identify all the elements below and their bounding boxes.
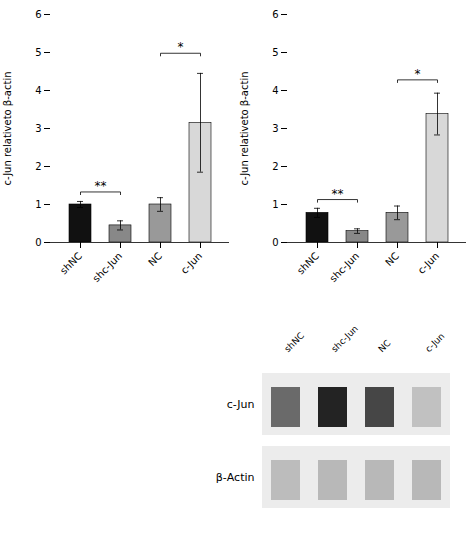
svg-text:3: 3: [272, 123, 278, 134]
svg-text:**: **: [332, 187, 344, 201]
svg-text:*: *: [178, 40, 184, 54]
svg-text:shc-Jun: shc-Jun: [327, 250, 361, 284]
svg-text:shNC: shNC: [282, 330, 306, 354]
svg-text:2: 2: [35, 161, 41, 172]
svg-text:4: 4: [35, 85, 41, 96]
svg-text:c-Jun relativeto β-actin: c-Jun relativeto β-actin: [239, 71, 250, 185]
svg-text:4: 4: [272, 85, 278, 96]
svg-text:shNC: shNC: [295, 250, 321, 276]
svg-text:*: *: [415, 67, 421, 81]
svg-text:2: 2: [272, 161, 278, 172]
svg-text:c-Jun relativeto β-actin: c-Jun relativeto β-actin: [2, 71, 13, 185]
svg-text:6: 6: [272, 9, 278, 20]
svg-text:0: 0: [35, 237, 41, 248]
svg-text:5: 5: [272, 47, 278, 58]
svg-text:shc-Jun: shc-Jun: [90, 250, 124, 284]
svg-text:1: 1: [35, 199, 41, 210]
svg-text:c-Jun: c-Jun: [179, 250, 205, 276]
svg-text:1: 1: [272, 199, 278, 210]
svg-text:NC: NC: [376, 338, 392, 354]
svg-text:c-Jun: c-Jun: [416, 250, 442, 276]
svg-text:β-Actin: β-Actin: [216, 471, 255, 484]
svg-text:6: 6: [35, 9, 41, 20]
svg-text:c-Jun: c-Jun: [227, 398, 255, 411]
svg-text:NC: NC: [383, 250, 401, 268]
svg-text:shNC: shNC: [58, 250, 84, 276]
svg-text:shc-Jun: shc-Jun: [329, 324, 360, 355]
svg-text:5: 5: [35, 47, 41, 58]
svg-text:NC: NC: [146, 250, 164, 268]
svg-text:**: **: [95, 179, 107, 193]
svg-text:0: 0: [272, 237, 278, 248]
svg-text:3: 3: [35, 123, 41, 134]
svg-text:c-Jun: c-Jun: [423, 331, 446, 354]
